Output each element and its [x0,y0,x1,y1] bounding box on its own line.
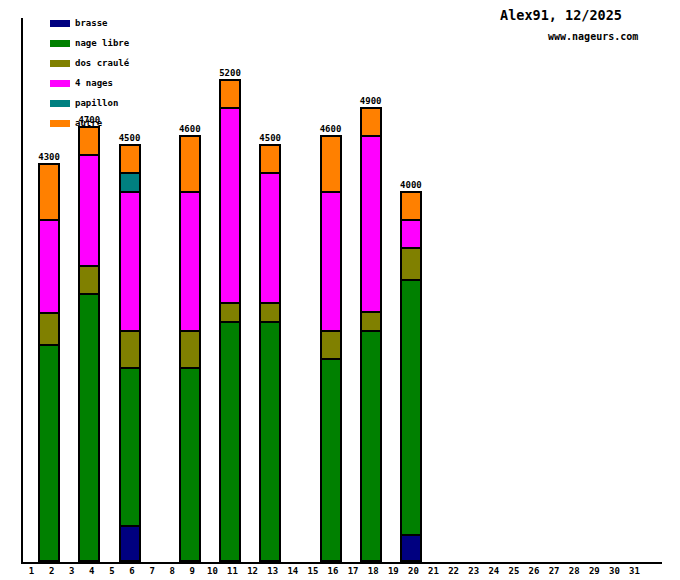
segment-4-nages-day-4 [80,154,98,265]
legend-label-brasse: brasse [75,19,108,28]
bar-day-11 [219,79,241,562]
segment-autre-day-9 [181,137,199,191]
chart-title: Alex91, 12/2025 [500,8,622,22]
segment-dos-craul--day-16 [322,330,340,358]
segment-dos-craul--day-2 [40,312,58,344]
segment-nage-libre-day-20 [402,279,420,534]
value-label-day-4: 4700 [39,116,139,125]
segment-4-nages-day-20 [402,219,420,247]
segment-dos-craul--day-20 [402,247,420,279]
segment-papillon-day-6 [121,172,139,191]
legend-label-nage-libre: nage libre [75,39,129,48]
segment-nage-libre-day-6 [121,367,139,525]
legend-swatch-dos-craul- [50,60,70,67]
x-axis-line [21,562,662,564]
segment-autre-day-6 [121,146,139,172]
segment-nage-libre-day-11 [221,321,239,560]
legend-label-4-nages: 4 nages [75,79,113,88]
legend-swatch-nage-libre [50,40,70,47]
x-tick-label-31: 31 [585,567,680,576]
segment-4-nages-day-2 [40,219,58,312]
segment-4-nages-day-13 [261,172,279,302]
bar-day-13 [259,144,281,562]
segment-nage-libre-day-16 [322,358,340,560]
bar-day-4 [78,126,100,562]
segment-4-nages-day-6 [121,191,139,330]
y-axis-line [21,18,23,564]
segment-nage-libre-day-2 [40,344,58,560]
bar-day-16 [320,135,342,562]
segment-dos-craul--day-6 [121,330,139,367]
bar-day-18 [360,107,382,562]
segment-autre-day-11 [221,81,239,107]
segment-autre-day-18 [362,109,380,135]
segment-nage-libre-day-13 [261,321,279,560]
legend-swatch-brasse [50,20,70,27]
value-label-day-11: 5200 [180,69,280,78]
segment-dos-craul--day-11 [221,302,239,321]
bar-day-6 [119,144,141,562]
segment-4-nages-day-18 [362,135,380,311]
segment-dos-craul--day-13 [261,302,279,321]
segment-nage-libre-day-9 [181,367,199,560]
bar-day-20 [400,191,422,562]
swim-volume-chart: Alex91, 12/2025 www.nageurs.com brasse na… [0,0,680,580]
legend-label-papillon: papillon [75,99,118,108]
segment-4-nages-day-9 [181,191,199,330]
website-label: www.nageurs.com [548,31,638,42]
segment-brasse-day-6 [121,525,139,560]
legend-swatch-papillon [50,100,70,107]
segment-4-nages-day-16 [322,191,340,330]
segment-autre-day-2 [40,165,58,219]
value-label-day-18: 4900 [321,97,421,106]
value-label-day-6: 4500 [80,134,180,143]
segment-dos-craul--day-18 [362,311,380,330]
value-label-day-13: 4500 [220,134,320,143]
segment-autre-day-20 [402,193,420,219]
segment-dos-craul--day-9 [181,330,199,367]
segment-dos-craul--day-4 [80,265,98,293]
segment-autre-day-13 [261,146,279,172]
legend-label-dos-craul-: dos craulé [75,59,129,68]
bar-day-2 [38,163,60,562]
segment-autre-day-16 [322,137,340,191]
segment-nage-libre-day-18 [362,330,380,560]
value-label-day-20: 4000 [361,181,461,190]
legend-swatch-4-nages [50,80,70,87]
segment-nage-libre-day-4 [80,293,98,560]
segment-brasse-day-20 [402,534,420,560]
bar-day-9 [179,135,201,562]
